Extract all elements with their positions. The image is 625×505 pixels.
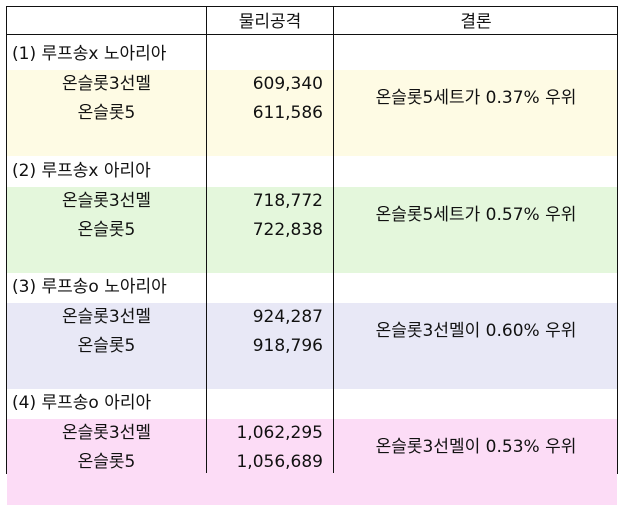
group-conclusion: 온슬롯5세트가 0.37% 우위 bbox=[375, 88, 577, 108]
group-title: (3) 루프송o 노아리아 bbox=[12, 277, 167, 297]
column-divider-2 bbox=[333, 7, 334, 473]
group-title: (4) 루프송o 아리아 bbox=[12, 393, 152, 413]
group-conclusion: 온슬롯3선멜이 0.53% 우위 bbox=[375, 437, 577, 457]
header-result: 결론 bbox=[460, 12, 492, 32]
row-label: 온슬롯5 bbox=[77, 103, 136, 123]
group-title: (2) 루프송x 아리아 bbox=[12, 161, 151, 181]
row-value: 924,287 bbox=[252, 307, 323, 327]
row-value: 918,796 bbox=[252, 336, 323, 356]
group-band-2 bbox=[7, 187, 617, 273]
row-label: 온슬롯3선멜 bbox=[61, 423, 152, 443]
group-band-1 bbox=[7, 70, 617, 156]
group-conclusion: 온슬롯5세트가 0.57% 우위 bbox=[375, 205, 577, 225]
row-value: 611,586 bbox=[252, 103, 323, 123]
header-divider bbox=[7, 34, 617, 35]
column-divider-1 bbox=[206, 7, 207, 473]
row-value: 1,056,689 bbox=[236, 452, 323, 472]
row-value: 609,340 bbox=[252, 74, 323, 94]
row-value: 718,772 bbox=[252, 191, 323, 211]
row-label: 온슬롯3선멜 bbox=[61, 307, 152, 327]
header-value: 물리공격 bbox=[238, 12, 302, 32]
row-label: 온슬롯5 bbox=[77, 220, 136, 240]
row-value: 722,838 bbox=[252, 220, 323, 240]
row-label: 온슬롯5 bbox=[77, 452, 136, 472]
row-value: 1,062,295 bbox=[236, 423, 323, 443]
row-label: 온슬롯5 bbox=[77, 336, 136, 356]
group-conclusion: 온슬롯3선멜이 0.60% 우위 bbox=[375, 321, 577, 341]
row-label: 온슬롯3선멜 bbox=[61, 191, 152, 211]
group-title: (1) 루프송x 노아리아 bbox=[12, 44, 167, 64]
row-label: 온슬롯3선멜 bbox=[61, 74, 152, 94]
group-band-3 bbox=[7, 303, 617, 389]
